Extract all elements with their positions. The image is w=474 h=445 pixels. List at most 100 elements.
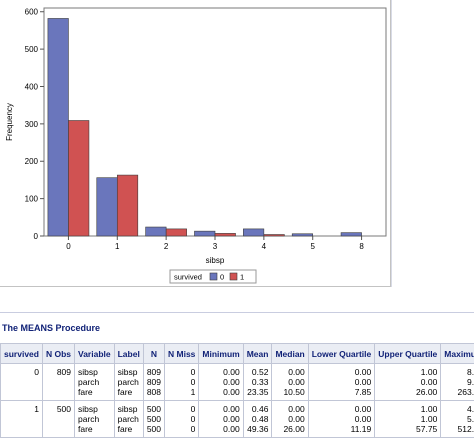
cell-upper-quartile: 1.00 xyxy=(374,363,442,377)
legend-swatch-0 xyxy=(209,272,218,281)
cell-maximum: 263.00 xyxy=(440,387,474,401)
legend-swatch-1 xyxy=(229,272,238,281)
cell-lower-quartile: 0.00 xyxy=(307,414,376,424)
col-header-nobs: N Obs xyxy=(41,343,76,364)
x-tick-label: 5 xyxy=(310,242,315,251)
cell-median: 10.50 xyxy=(271,387,309,401)
cell-minimum: 0.00 xyxy=(198,363,244,377)
cell-median: 26.00 xyxy=(271,424,309,438)
cell-n: 500 xyxy=(142,424,166,438)
cell-nobs xyxy=(41,377,76,387)
cell-variable: sibsp xyxy=(74,400,115,414)
cell-label: sibsp xyxy=(113,363,144,377)
col-header-label: Label xyxy=(113,343,144,364)
bar-chart: 0 100 200 300 400 500 600 Frequency 0 1 2 3 4 5 8 sibsp… xyxy=(5,7,387,284)
chart-panel: 0 100 200 300 400 500 600 Frequency 0 1 2 3 4 5 8 sibsp… xyxy=(0,0,391,287)
cell-minimum: 0.00 xyxy=(198,424,244,438)
cell-maximum: 512.33 xyxy=(440,424,474,438)
cell-label: fare xyxy=(113,387,144,401)
cell-nobs: 809 xyxy=(41,363,76,377)
legend-title: survived xyxy=(174,273,202,282)
cell-nobs xyxy=(41,414,76,424)
cell-mean: 0.48 xyxy=(242,414,273,424)
bar-1-1 xyxy=(116,174,139,237)
cell-n: 500 xyxy=(142,414,166,424)
cell-upper-quartile: 26.00 xyxy=(374,387,442,401)
col-header-maximum: Maximum xyxy=(440,343,474,364)
cell-n: 809 xyxy=(142,377,166,387)
cell-n: 809 xyxy=(142,363,166,377)
cell-survived: 1 xyxy=(0,400,43,414)
x-tick-label: 2 xyxy=(164,242,169,251)
cell-label: parch xyxy=(113,377,144,387)
cell-mean: 49.36 xyxy=(242,424,273,438)
procedure-title: The MEANS Procedure xyxy=(2,323,101,333)
bar-1-4 xyxy=(263,234,285,237)
x-axis-label: sibsp xyxy=(206,256,225,265)
bar-0-1 xyxy=(96,177,118,237)
y-tick-label: 500 xyxy=(25,45,39,54)
cell-mean: 0.46 xyxy=(242,400,273,414)
cell-maximum: 5.00 xyxy=(440,414,474,424)
col-header-upper-quartile: Upper Quartile xyxy=(374,343,442,364)
cell-survived xyxy=(0,387,43,401)
cell-upper-quartile: 0.00 xyxy=(374,377,442,387)
cell-mean: 23.35 xyxy=(242,387,273,401)
y-tick-label: 0 xyxy=(34,232,39,241)
y-tick-label: 100 xyxy=(25,195,39,204)
cell-label: fare xyxy=(113,424,144,438)
cell-nobs: 500 xyxy=(41,400,76,414)
x-tick-label: 3 xyxy=(213,242,218,251)
cell-nobs xyxy=(41,387,76,401)
means-table: survived N Obs Variable Label N N Miss M… xyxy=(0,343,474,438)
cell-variable: sibsp xyxy=(74,363,115,377)
col-header-lower-quartile: Lower Quartile xyxy=(307,343,376,364)
cell-variable: fare xyxy=(74,424,115,438)
table-row: 0 809 sibsp sibsp 809 0 0.00 0.52 0.00 0.00 1.00 8.… xyxy=(0,363,474,377)
cell-median: 0.00 xyxy=(271,363,309,377)
cell-minimum: 0.00 xyxy=(198,414,244,424)
cell-nmiss: 1 xyxy=(163,387,200,401)
cell-variable: fare xyxy=(74,387,115,401)
y-tick-label: 200 xyxy=(25,157,39,166)
cell-survived: 0 xyxy=(0,363,43,377)
cell-nmiss: 0 xyxy=(163,424,200,438)
cell-upper-quartile: 57.75 xyxy=(374,424,442,438)
cell-label: sibsp xyxy=(113,400,144,414)
bar-1-0 xyxy=(68,120,90,237)
cell-variable: parch xyxy=(74,377,115,387)
cell-variable: parch xyxy=(74,414,115,424)
cell-minimum: 0.00 xyxy=(198,400,244,414)
bar-0-5 xyxy=(291,233,314,237)
col-header-minimum: Minimum xyxy=(198,343,244,364)
cell-mean: 0.52 xyxy=(242,363,273,377)
bar-1-2 xyxy=(165,228,187,237)
cell-upper-quartile: 1.00 xyxy=(374,414,442,424)
cell-lower-quartile: 0.00 xyxy=(307,363,376,377)
cell-maximum: 8.00 xyxy=(440,363,474,377)
cell-nobs xyxy=(41,424,76,438)
cell-lower-quartile: 0.00 xyxy=(307,377,376,387)
cell-median: 0.00 xyxy=(271,414,309,424)
x-tick-label: 8 xyxy=(359,242,364,251)
means-table-body: 0 809 sibsp sibsp 809 0 0.00 0.52 0.00 0.00 1.00 8.… xyxy=(0,363,474,438)
panel-divider xyxy=(391,0,392,287)
cell-lower-quartile: 0.00 xyxy=(307,400,376,414)
cell-nmiss: 0 xyxy=(163,414,200,424)
table-row: 1 500 sibsp sibsp 500 0 0.00 0.46 0.00 0.00 1.00 4.… xyxy=(0,400,474,414)
plot-area xyxy=(43,7,387,237)
cell-nmiss: 0 xyxy=(163,377,200,387)
cell-lower-quartile: 7.85 xyxy=(307,387,376,401)
cell-n: 808 xyxy=(142,387,166,401)
cell-nmiss: 0 xyxy=(163,363,200,377)
bar-0-4 xyxy=(243,228,265,237)
cell-maximum: 9.00 xyxy=(440,377,474,387)
table-row: farefare80810.0023.3510.507.8526.00263.0… xyxy=(0,387,474,401)
cell-survived xyxy=(0,377,43,387)
x-tick-label: 1 xyxy=(115,242,120,251)
cell-n: 500 xyxy=(142,400,166,414)
cell-survived xyxy=(0,414,43,424)
cell-minimum: 0.00 xyxy=(198,377,244,387)
